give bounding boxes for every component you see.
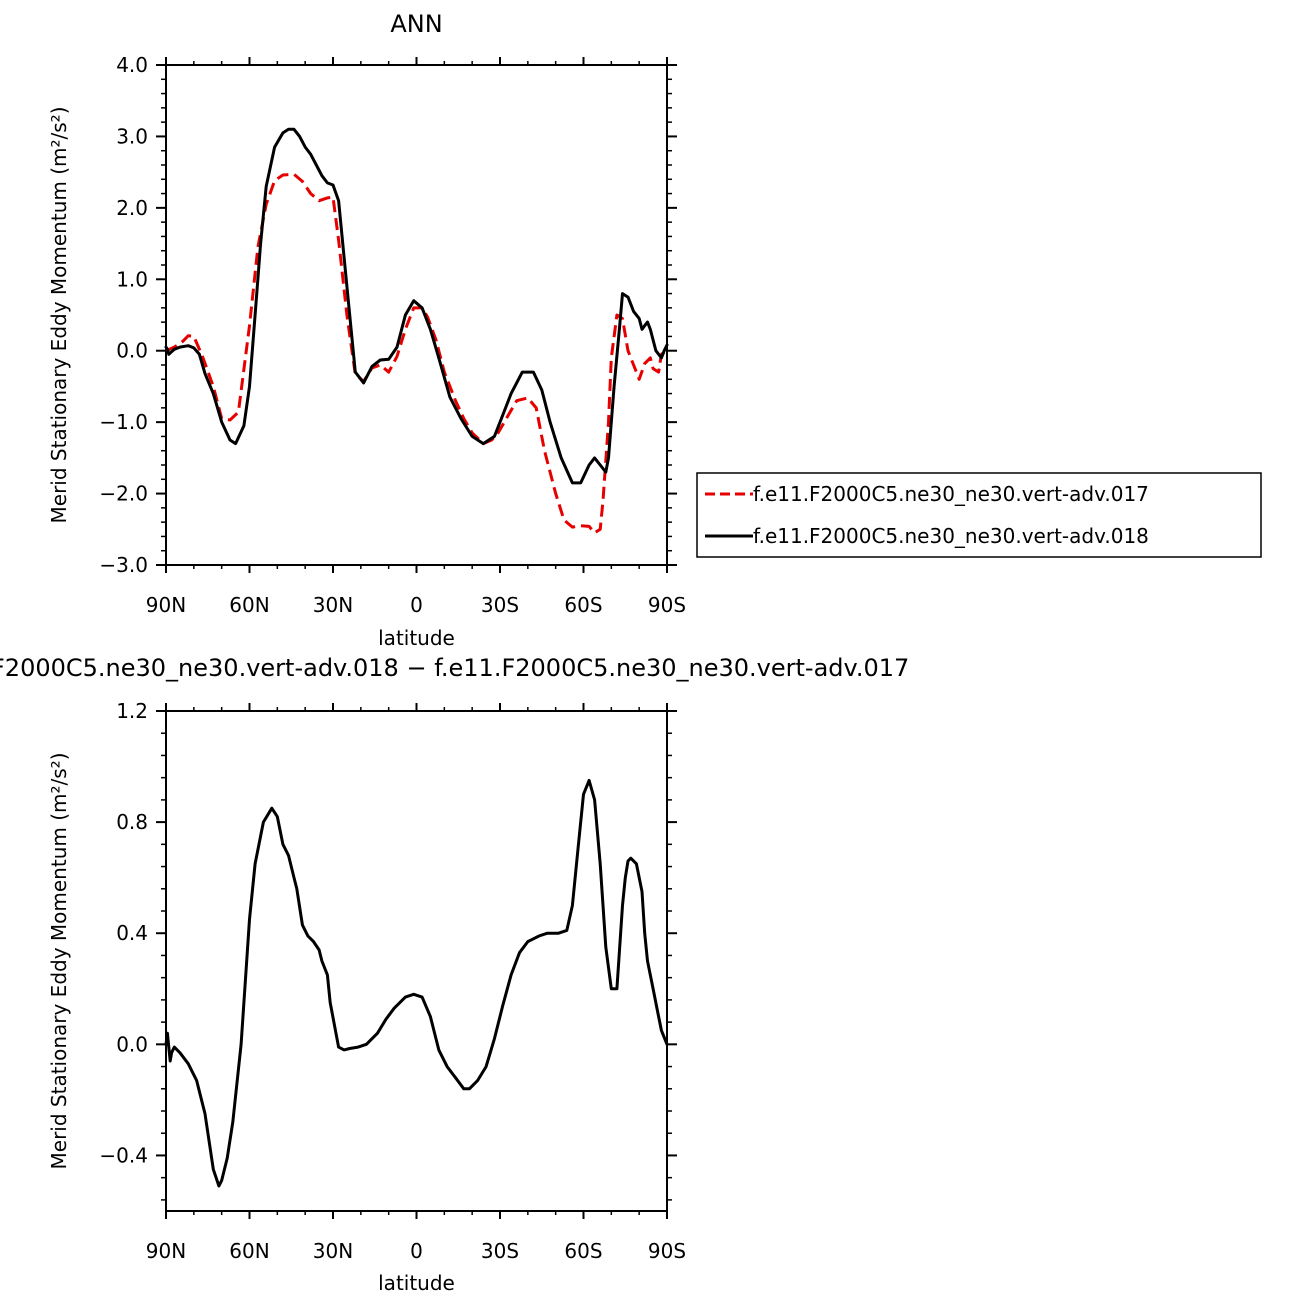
x-tick-label: 90N [146, 593, 186, 617]
x-tick-label: 0 [410, 593, 423, 617]
x-tick-label: 30S [481, 1239, 519, 1263]
series-line-1 [164, 127, 669, 485]
y-tick-label: 2.0 [116, 196, 148, 220]
chart-title: ANN [390, 10, 442, 38]
legend: f.e11.F2000C5.ne30_ne30.vert-adv.017 f.e1… [696, 472, 1262, 558]
y-tick-label: −1.0 [99, 410, 148, 434]
x-tick-label: 0 [410, 1239, 423, 1263]
x-tick-label: 30S [481, 593, 519, 617]
top-panel: ANN 90N 60N 30N 0 30S 60S 90S −3.0 −2.0 −1.0 0.0 1.0… [47, 10, 1262, 650]
x-tick-label: 60S [564, 593, 602, 617]
y-axis-label: Merid Stationary Eddy Momentum (m²/s²) [47, 753, 71, 1170]
y-tick-label: 0.8 [116, 810, 148, 834]
y-tick-label: 1.0 [116, 267, 148, 291]
x-axis-label: latitude [378, 626, 455, 650]
x-tick-label: 60N [229, 593, 269, 617]
x-tick-label: 60N [229, 1239, 269, 1263]
series-line-0 [165, 172, 668, 535]
y-axis-label: Merid Stationary Eddy Momentum (m²/s²) [47, 107, 71, 524]
y-tick-label: 0.0 [116, 1032, 148, 1056]
x-tick-label: 90S [648, 1239, 686, 1263]
legend-label-0: f.e11.F2000C5.ne30_ne30.vert-adv.017 [753, 482, 1149, 506]
chart-title: f.e11.F2000C5.ne30_ne30.vert-adv.018 − f… [0, 654, 909, 682]
y-tick-label: 0.0 [116, 339, 148, 363]
x-tick-label: 90N [146, 1239, 186, 1263]
legend-box [696, 472, 1262, 558]
y-tick-label: −3.0 [99, 553, 148, 577]
y-tick-label: 4.0 [116, 53, 148, 77]
y-tick-label: −0.4 [99, 1143, 148, 1167]
x-tick-label: 90S [648, 593, 686, 617]
x-tick-label: 30N [313, 593, 353, 617]
x-tick-label: 30N [313, 1239, 353, 1263]
y-tick-label: −2.0 [99, 482, 148, 506]
x-tick-label: 60S [564, 1239, 602, 1263]
y-tick-label: 0.4 [116, 921, 148, 945]
legend-label-1: f.e11.F2000C5.ne30_ne30.vert-adv.018 [753, 524, 1149, 548]
bottom-panel: f.e11.F2000C5.ne30_ne30.vert-adv.018 − f… [0, 654, 909, 1295]
y-tick-label: 1.2 [116, 699, 148, 723]
series-line-0 [164, 778, 669, 1188]
plot-frame [165, 64, 668, 566]
x-axis-label: latitude [378, 1271, 455, 1295]
y-tick-label: 3.0 [116, 124, 148, 148]
